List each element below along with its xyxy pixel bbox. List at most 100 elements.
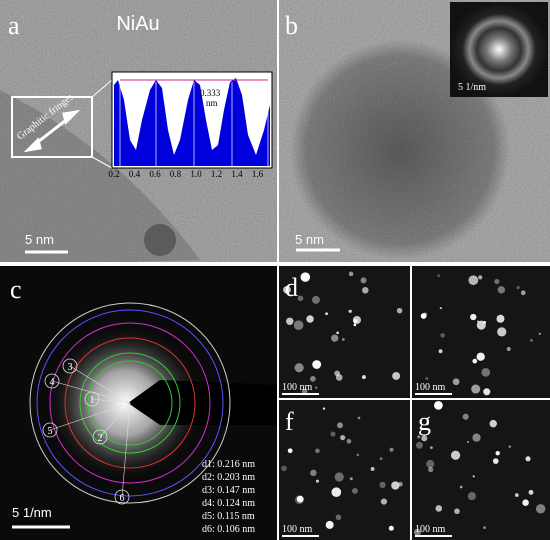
particle <box>538 332 541 335</box>
d-spacing: d2: 0.203 nm <box>202 472 255 483</box>
particle <box>300 272 311 282</box>
particle <box>425 377 429 380</box>
particle <box>379 481 386 489</box>
particle <box>144 224 176 256</box>
particle <box>312 360 322 369</box>
particle <box>380 498 388 505</box>
particle <box>417 435 421 439</box>
panel-a: a NiAu Graphitic fringes 0.333 nm 0.2 0.4… <box>0 0 277 262</box>
particle <box>478 275 483 280</box>
ring-pointer <box>51 380 131 404</box>
particle <box>468 275 479 286</box>
particle <box>341 337 345 341</box>
panel-e: 100 nm <box>412 266 550 398</box>
panel-label: d <box>285 273 298 302</box>
particle <box>348 309 352 313</box>
inset-tick-label: 0.8 <box>170 169 182 179</box>
particle <box>515 493 519 497</box>
particle <box>349 477 353 481</box>
particle <box>440 333 445 338</box>
scale-bar-label: 5 1/nm <box>12 505 52 520</box>
particle <box>296 495 304 503</box>
particle <box>496 314 505 323</box>
particle <box>450 450 461 460</box>
particle <box>472 475 475 478</box>
particle <box>472 433 481 442</box>
particle <box>281 465 287 472</box>
scale-bar-label: 100 nm <box>282 382 313 393</box>
image <box>279 266 410 398</box>
ring-marker <box>92 429 108 445</box>
d-spacing: d5: 0.115 nm <box>202 511 255 522</box>
particle <box>306 315 314 323</box>
particle <box>336 331 339 335</box>
ring-label: 5 <box>48 426 53 437</box>
d-spacing: d3: 0.147 nm <box>202 485 255 496</box>
fft-inset <box>450 2 548 97</box>
particle <box>315 448 320 454</box>
beam-stop <box>128 380 277 425</box>
particle <box>416 441 423 449</box>
ring-marker <box>44 373 60 389</box>
particle <box>472 358 478 364</box>
particle <box>379 457 383 460</box>
particle <box>462 413 469 420</box>
particle <box>522 499 529 506</box>
particle <box>439 306 442 310</box>
inset-tick-label: 1.4 <box>231 169 243 179</box>
particle <box>389 447 394 452</box>
particle <box>413 528 421 536</box>
particle <box>535 504 546 514</box>
inset-tick-label: 1.6 <box>252 169 264 179</box>
particle <box>388 525 394 531</box>
particle <box>392 371 401 380</box>
particle <box>516 286 520 290</box>
intensity-profile <box>114 78 270 166</box>
panel-label: c <box>10 275 22 304</box>
particle <box>525 456 531 462</box>
inset-tick-label: 1.2 <box>211 169 222 179</box>
particle <box>452 378 460 386</box>
particle <box>430 446 433 450</box>
ring-pointer <box>121 402 131 498</box>
scale-bar-label: 100 nm <box>282 524 313 535</box>
particle <box>357 416 361 420</box>
particle <box>287 448 293 454</box>
particle <box>437 274 440 277</box>
particle <box>310 469 317 477</box>
particle <box>459 485 463 489</box>
image <box>412 266 550 398</box>
particle <box>434 401 443 410</box>
ring-label: 3 <box>68 362 73 373</box>
particle <box>356 453 360 457</box>
ring-pointer <box>49 402 131 431</box>
ring-marker <box>114 489 130 505</box>
particle <box>508 445 511 448</box>
particle <box>283 286 291 294</box>
scale-bar-label: 100 nm <box>415 382 446 393</box>
ring-label: 1 <box>90 395 95 406</box>
ring-label: 4 <box>50 377 55 388</box>
particle <box>330 431 336 437</box>
particle <box>396 307 403 314</box>
particle <box>322 407 326 410</box>
arrow-heads <box>23 109 81 153</box>
particle <box>520 290 526 296</box>
particle <box>352 315 361 325</box>
particle <box>286 317 294 326</box>
particle <box>506 346 511 352</box>
particle <box>335 514 342 521</box>
particle <box>294 363 304 373</box>
particle <box>420 313 427 319</box>
selection-box <box>11 96 93 158</box>
particle <box>454 508 460 515</box>
inset-tick-label: 1.0 <box>190 169 202 179</box>
particle <box>391 481 400 490</box>
arrow <box>33 115 71 147</box>
inset-tick-label: 0.6 <box>149 169 161 179</box>
image <box>412 400 550 540</box>
particle <box>494 278 500 285</box>
particle <box>348 271 354 277</box>
title: NiAu <box>116 13 159 35</box>
